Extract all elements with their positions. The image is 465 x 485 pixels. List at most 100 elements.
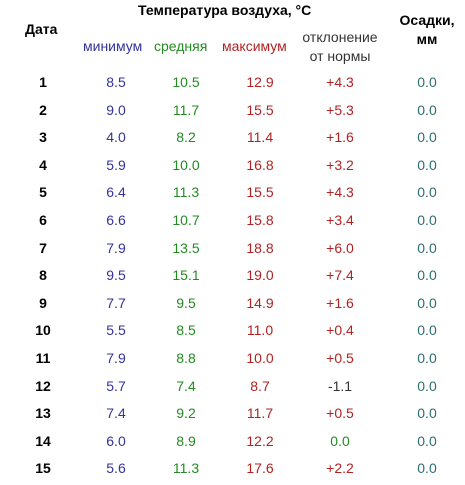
cell-deviation: +3.2 bbox=[326, 156, 354, 173]
cell-date: 12 bbox=[35, 377, 51, 394]
table-row: 13 7.4 9.2 11.7 +0.5 0.0 bbox=[0, 402, 465, 430]
header-temperature: Температура воздуха, °C bbox=[138, 2, 312, 18]
cell-precipitation: 0.0 bbox=[417, 460, 437, 477]
cell-deviation: +3.4 bbox=[326, 211, 354, 228]
cell-deviation: +7.4 bbox=[326, 267, 354, 284]
cell-date: 4 bbox=[39, 156, 47, 173]
cell-deviation: +4.3 bbox=[326, 74, 354, 90]
cell-max: 19.0 bbox=[246, 267, 274, 284]
header-precip-line2: мм bbox=[416, 31, 438, 47]
table-row: 5 6.4 11.3 15.5 +4.3 0.0 bbox=[0, 181, 465, 209]
cell-precipitation: 0.0 bbox=[417, 129, 437, 146]
cell-date: 1 bbox=[39, 74, 47, 90]
cell-min: 5.7 bbox=[106, 377, 126, 394]
cell-min: 6.0 bbox=[106, 432, 126, 449]
cell-min: 7.9 bbox=[106, 349, 126, 366]
cell-deviation: +1.6 bbox=[326, 129, 354, 146]
cell-max: 18.8 bbox=[246, 239, 274, 256]
cell-date: 14 bbox=[35, 432, 51, 449]
table-row: 11 7.9 8.8 10.0 +0.5 0.0 bbox=[0, 347, 465, 375]
cell-max: 12.2 bbox=[246, 432, 274, 449]
cell-precipitation: 0.0 bbox=[417, 211, 437, 228]
cell-min: 5.5 bbox=[106, 322, 126, 339]
cell-avg: 15.1 bbox=[172, 267, 200, 284]
cell-precipitation: 0.0 bbox=[417, 239, 437, 256]
cell-avg: 13.5 bbox=[172, 239, 200, 256]
cell-deviation: +4.3 bbox=[326, 184, 354, 201]
table-row: 10 5.5 8.5 11.0 +0.4 0.0 bbox=[0, 319, 465, 347]
cell-precipitation: 0.0 bbox=[417, 349, 437, 366]
table-row: 3 4.0 8.2 11.4 +1.6 0.0 bbox=[0, 126, 465, 154]
table-row: 2 9.0 11.7 15.5 +5.3 0.0 bbox=[0, 99, 465, 127]
cell-precipitation: 0.0 bbox=[417, 74, 437, 90]
cell-avg: 10.0 bbox=[172, 156, 200, 173]
cell-precipitation: 0.0 bbox=[417, 184, 437, 201]
cell-deviation: +0.4 bbox=[326, 322, 354, 339]
cell-date: 2 bbox=[39, 101, 47, 118]
cell-date: 11 bbox=[35, 349, 51, 366]
header-precipitation: Осадки, мм bbox=[392, 11, 462, 49]
cell-max: 8.7 bbox=[250, 377, 270, 394]
cell-max: 15.5 bbox=[246, 184, 274, 201]
table-row: 9 7.7 9.5 14.9 +1.6 0.0 bbox=[0, 292, 465, 320]
cell-min: 6.4 bbox=[106, 184, 126, 201]
cell-deviation: +0.5 bbox=[326, 405, 354, 422]
cell-max: 12.9 bbox=[246, 74, 274, 90]
table-row: 12 5.7 7.4 8.7 -1.1 0.0 bbox=[0, 375, 465, 403]
cell-min: 7.7 bbox=[106, 294, 126, 311]
cell-avg: 8.9 bbox=[176, 432, 196, 449]
cell-precipitation: 0.0 bbox=[417, 156, 437, 173]
cell-date: 9 bbox=[39, 294, 47, 311]
header-deviation-line2: от нормы bbox=[309, 48, 371, 64]
cell-deviation: -1.1 bbox=[327, 377, 353, 394]
cell-precipitation: 0.0 bbox=[417, 377, 437, 394]
table-row: 7 7.9 13.5 18.8 +6.0 0.0 bbox=[0, 237, 465, 265]
cell-deviation: +0.5 bbox=[326, 349, 354, 366]
table-row: 6 6.6 10.7 15.8 +3.4 0.0 bbox=[0, 209, 465, 237]
cell-deviation: +2.2 bbox=[326, 460, 354, 477]
table-row: 8 9.5 15.1 19.0 +7.4 0.0 bbox=[0, 264, 465, 292]
header-max: максимум bbox=[222, 38, 287, 54]
cell-max: 15.8 bbox=[246, 211, 274, 228]
header-date: Дата bbox=[25, 21, 58, 37]
cell-avg: 10.7 bbox=[172, 211, 200, 228]
table-row: 14 6.0 8.9 12.2 0.0 0.0 bbox=[0, 430, 465, 458]
cell-precipitation: 0.0 bbox=[417, 405, 437, 422]
header-min: минимум bbox=[83, 38, 143, 54]
cell-max: 15.5 bbox=[246, 101, 274, 118]
cell-deviation: 0.0 bbox=[330, 432, 350, 449]
cell-max: 11.4 bbox=[246, 129, 274, 146]
cell-avg: 8.5 bbox=[176, 322, 196, 339]
cell-precipitation: 0.0 bbox=[417, 101, 437, 118]
cell-min: 9.0 bbox=[106, 101, 126, 118]
cell-min: 7.9 bbox=[106, 239, 126, 256]
cell-min: 7.4 bbox=[106, 405, 126, 422]
cell-precipitation: 0.0 bbox=[417, 322, 437, 339]
cell-avg: 8.2 bbox=[176, 129, 196, 146]
cell-max: 10.0 bbox=[246, 349, 274, 366]
cell-avg: 11.3 bbox=[172, 184, 200, 201]
cell-avg: 11.7 bbox=[172, 101, 200, 118]
cell-min: 8.5 bbox=[106, 74, 126, 90]
cell-precipitation: 0.0 bbox=[417, 294, 437, 311]
cell-date: 15 bbox=[35, 460, 51, 477]
cell-avg: 8.8 bbox=[176, 349, 196, 366]
cell-avg: 9.2 bbox=[176, 405, 196, 422]
cell-avg: 10.5 bbox=[172, 74, 200, 90]
cell-deviation: +5.3 bbox=[326, 101, 354, 118]
cell-avg: 7.4 bbox=[176, 377, 196, 394]
header-precip-line1: Осадки, bbox=[399, 12, 455, 28]
cell-date: 10 bbox=[35, 322, 51, 339]
cell-date: 7 bbox=[39, 239, 47, 256]
cell-min: 6.6 bbox=[106, 211, 126, 228]
cell-date: 13 bbox=[35, 405, 51, 422]
cell-max: 14.9 bbox=[246, 294, 274, 311]
cell-avg: 9.5 bbox=[176, 294, 196, 311]
cell-min: 5.6 bbox=[106, 460, 126, 477]
cell-min: 9.5 bbox=[106, 267, 126, 284]
cell-max: 17.6 bbox=[246, 460, 274, 477]
header-deviation: отклонение от нормы bbox=[299, 28, 381, 66]
cell-date: 8 bbox=[39, 267, 47, 284]
cell-avg: 11.3 bbox=[172, 460, 200, 477]
